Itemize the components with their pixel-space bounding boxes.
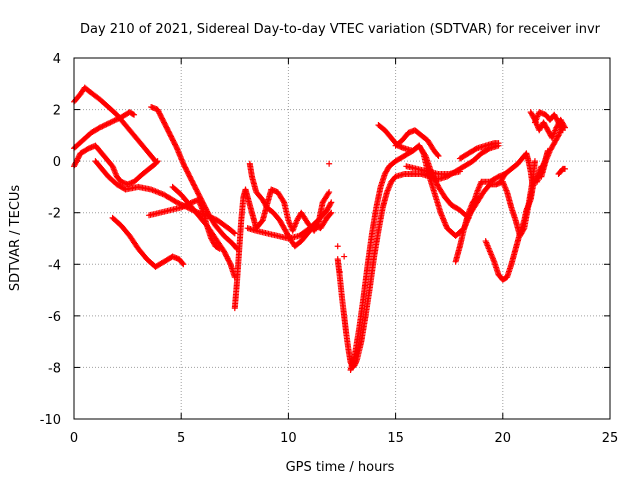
data-point-marker: [111, 117, 118, 124]
data-point-marker: [112, 116, 119, 123]
data-point-marker: [182, 202, 189, 209]
data-point-marker: [559, 122, 566, 129]
data-point-marker: [179, 203, 186, 210]
x-tick-label: 0: [70, 431, 78, 446]
data-point-marker: [341, 253, 348, 260]
data-point-marker: [326, 160, 333, 167]
data-point-marker: [456, 168, 463, 175]
data-point-marker: [99, 123, 106, 130]
data-point-marker: [231, 230, 238, 237]
data-point-marker: [230, 229, 237, 236]
data-point-marker: [107, 119, 114, 126]
data-point-marker: [98, 123, 105, 130]
data-point-marker: [115, 115, 122, 122]
data-point-marker: [472, 145, 479, 152]
data-point-marker: [154, 158, 161, 165]
x-tick-label: 25: [602, 431, 619, 446]
data-point-marker: [173, 143, 180, 150]
data-point-marker: [104, 120, 111, 127]
y-tick-label: -4: [48, 258, 61, 273]
data-point-marker: [327, 200, 334, 207]
data-point-marker: [129, 111, 136, 118]
data-point-marker: [495, 140, 502, 147]
y-axis-label: SDTVAR / TECUs: [8, 185, 23, 292]
data-point-marker: [103, 121, 110, 128]
data-point-marker: [421, 151, 428, 158]
data-point-marker: [328, 199, 335, 206]
y-tick-label: -8: [48, 361, 61, 376]
data-point-marker: [325, 190, 332, 197]
data-point-marker: [531, 158, 538, 165]
y-tick-label: -6: [48, 310, 61, 325]
data-point-marker: [96, 124, 103, 131]
data-point-marker: [328, 209, 335, 216]
data-point-marker: [110, 118, 117, 125]
y-tick-label: 2: [53, 104, 61, 119]
y-tick-label: 4: [53, 52, 61, 67]
plot-frame: [73, 57, 611, 420]
data-point-marker: [178, 204, 185, 211]
data-point-marker: [102, 122, 109, 129]
y-tick-label: 0: [53, 155, 61, 170]
data-point-marker: [334, 243, 341, 250]
x-tick-label: 5: [177, 431, 185, 446]
data-point-marker: [327, 210, 334, 217]
x-axis-label: GPS time / hours: [286, 460, 395, 475]
x-tick-label: 20: [495, 431, 512, 446]
x-tick-label: 10: [280, 431, 297, 446]
data-point-marker: [179, 260, 186, 267]
data-point-marker: [544, 147, 551, 154]
data-point-marker: [435, 152, 442, 159]
data-point-marker: [280, 198, 287, 205]
data-points: [71, 84, 568, 374]
data-point-marker: [520, 226, 527, 233]
data-point-marker: [114, 116, 121, 123]
data-point-marker: [106, 120, 113, 127]
data-point-marker: [108, 118, 115, 125]
data-point-marker: [131, 111, 138, 118]
data-point-marker: [561, 165, 568, 172]
data-point-marker: [529, 183, 536, 190]
data-point-marker: [173, 199, 180, 206]
data-point-marker: [180, 203, 187, 210]
data-point-marker: [153, 159, 160, 166]
chart-title: Day 210 of 2021, Sidereal Day-to-day VTE…: [80, 22, 601, 37]
data-point-marker: [180, 261, 187, 268]
x-tick-label: 15: [387, 431, 404, 446]
data-point-marker: [226, 259, 233, 266]
data-point-marker: [326, 189, 333, 196]
data-point-marker: [554, 133, 561, 140]
y-tick-label: -2: [48, 207, 61, 222]
y-tick-label: -10: [40, 413, 61, 428]
data-point-marker: [175, 200, 182, 207]
data-point-marker: [336, 269, 343, 276]
data-point-marker: [434, 151, 441, 158]
data-point-marker: [100, 122, 107, 129]
